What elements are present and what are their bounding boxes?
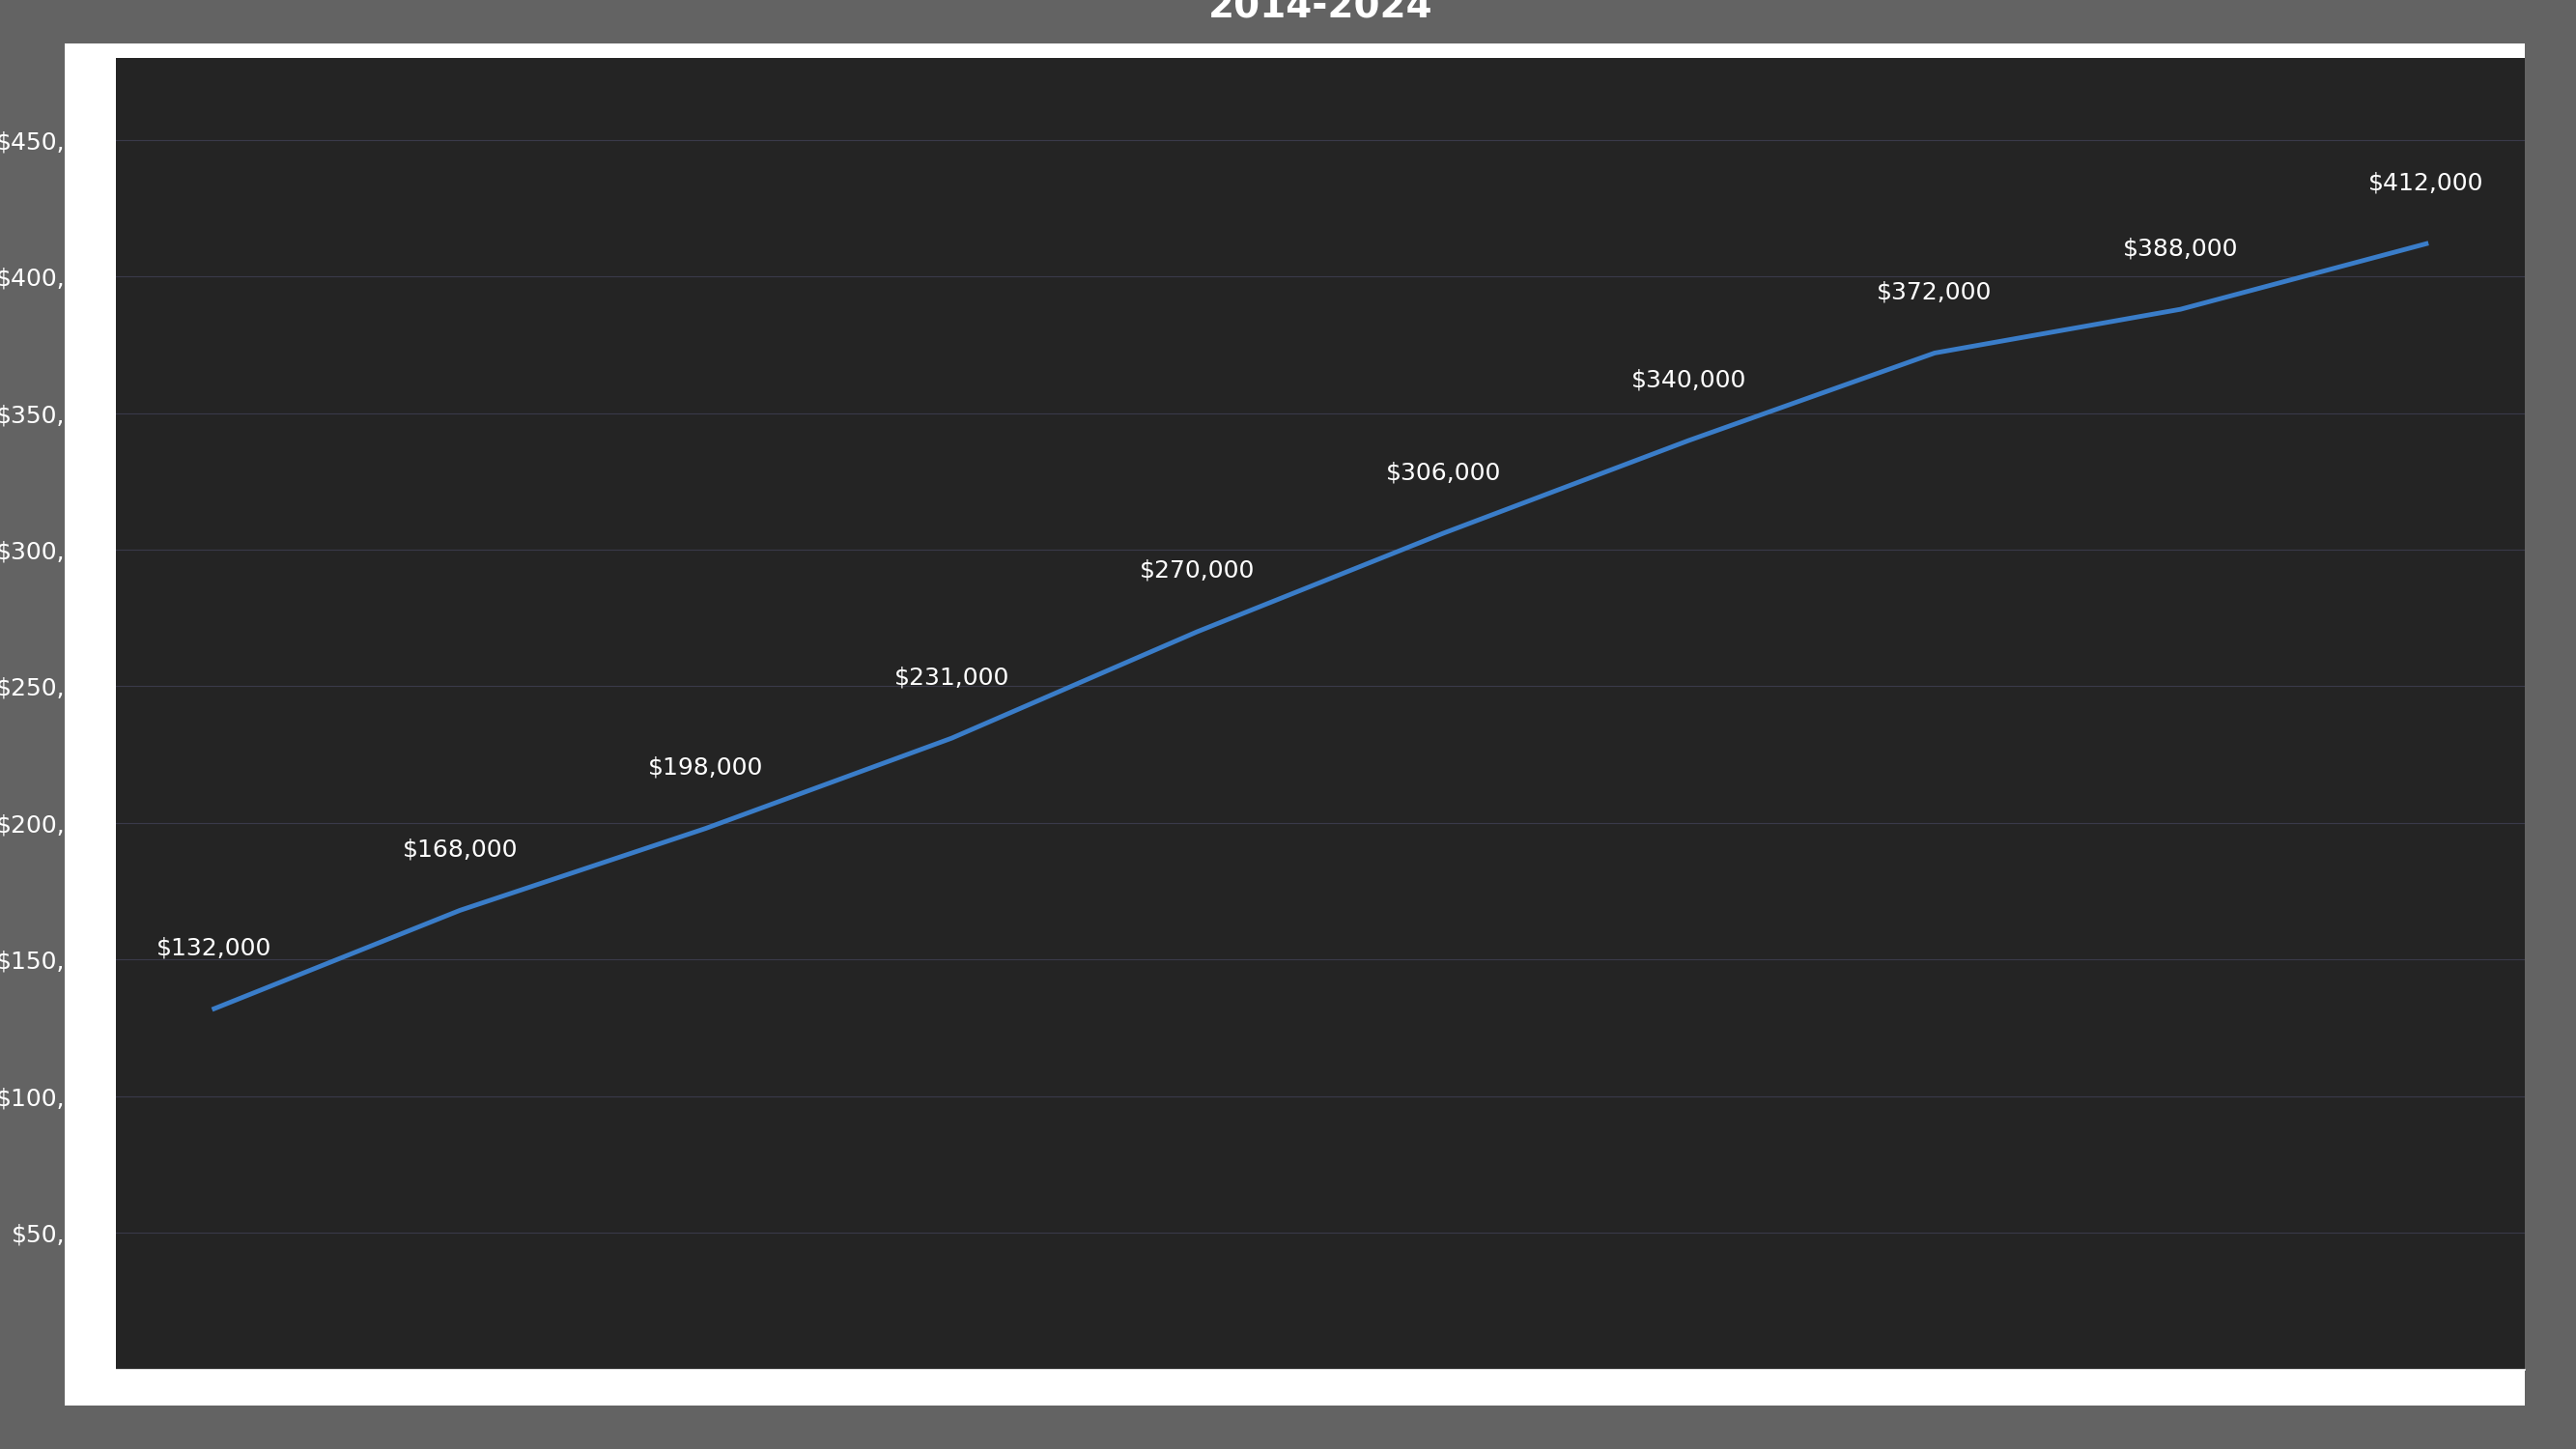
Text: $412,000: $412,000	[2367, 171, 2483, 194]
Text: $231,000: $231,000	[894, 667, 1010, 690]
Text: $132,000: $132,000	[157, 936, 273, 959]
Text: $168,000: $168,000	[402, 838, 518, 861]
Text: $388,000: $388,000	[2123, 238, 2239, 261]
Text: $372,000: $372,000	[1878, 281, 1991, 304]
Text: $198,000: $198,000	[649, 756, 762, 780]
Text: $270,000: $270,000	[1139, 559, 1255, 582]
Title: Fund Balance History
2014-2024: Fund Balance History 2014-2024	[1095, 0, 1546, 26]
Text: $340,000: $340,000	[1631, 368, 1747, 391]
Text: $306,000: $306,000	[1386, 461, 1502, 484]
